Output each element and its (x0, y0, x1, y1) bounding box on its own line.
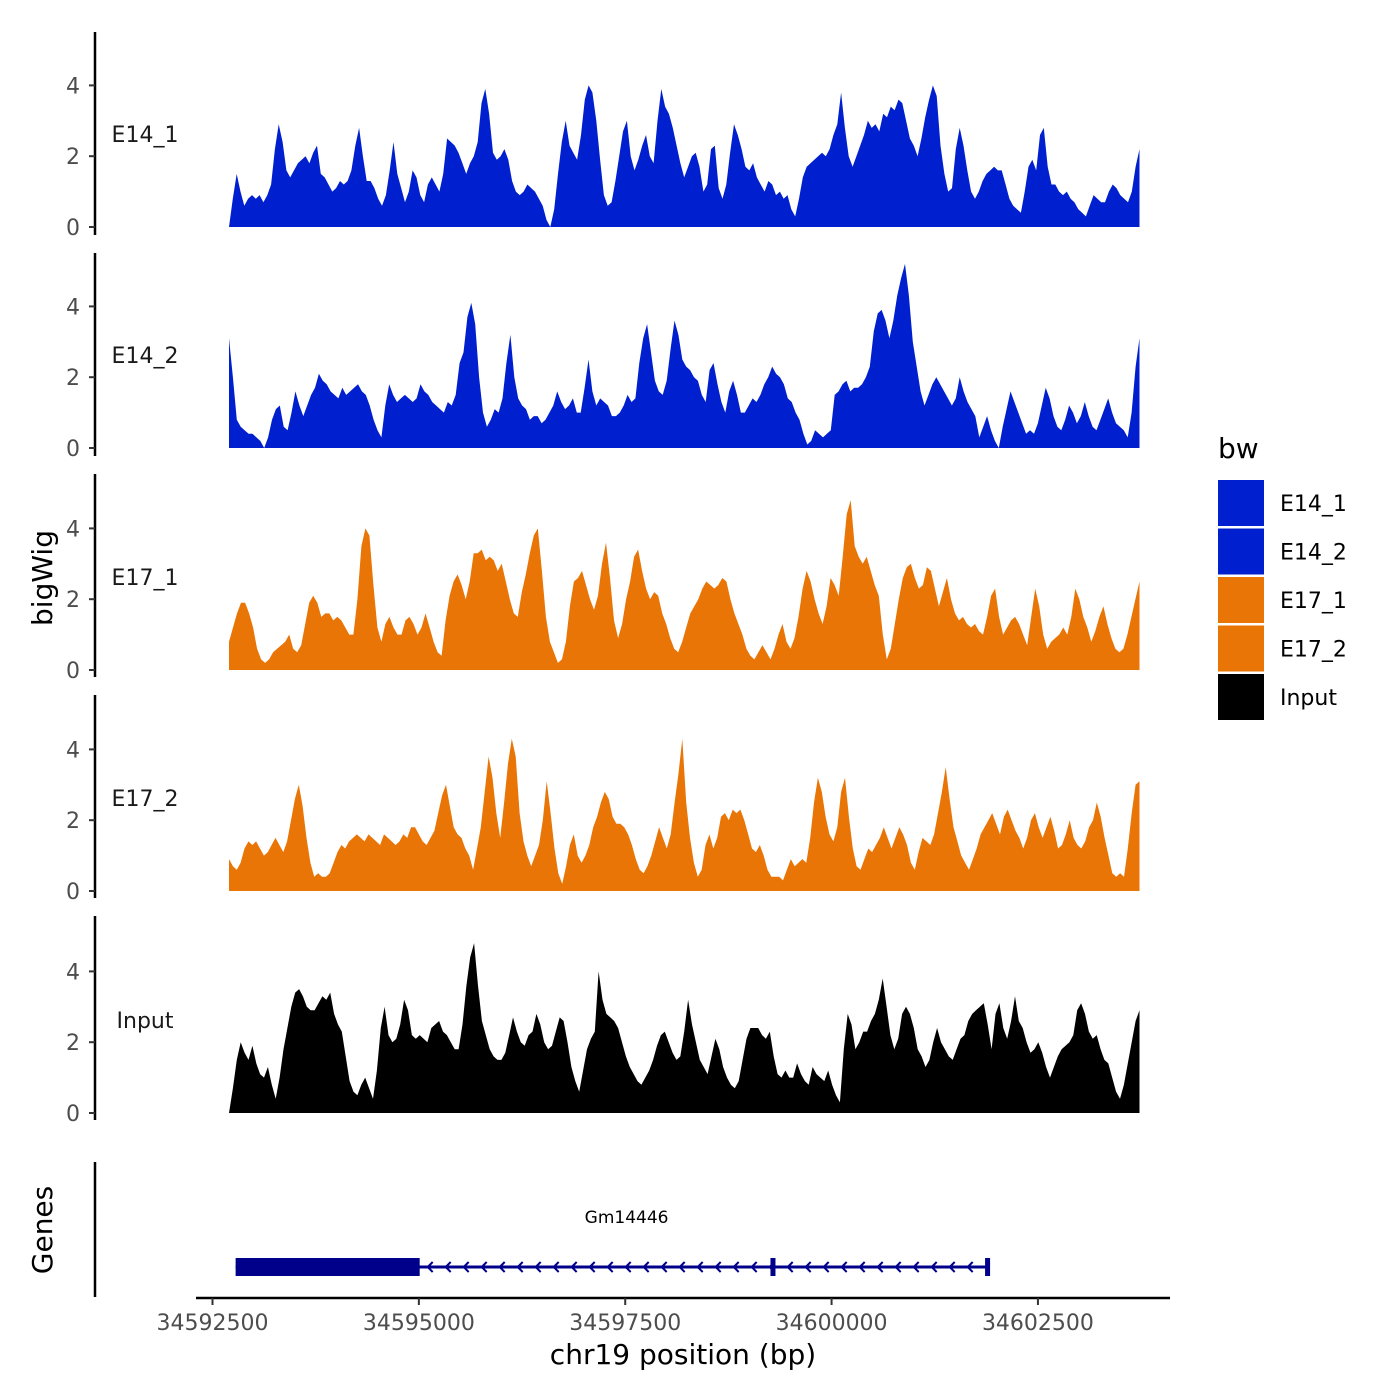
legend-title: bw (1218, 432, 1259, 465)
y-axis-title: bigWig (26, 530, 59, 626)
gene-panel: Genes Gm14446 (26, 1162, 991, 1297)
genes-axis-title: Genes (26, 1186, 59, 1274)
y-tick-label: 0 (66, 659, 80, 684)
strand-arrow-icon (786, 1261, 794, 1273)
area-series-input (229, 943, 1140, 1113)
strand-arrow-icon (948, 1261, 956, 1273)
strand-arrow-icon (732, 1261, 740, 1273)
strand-arrow-icon (462, 1261, 470, 1273)
strand-arrow-icon (876, 1261, 884, 1273)
legend-label: E17_1 (1280, 589, 1347, 614)
legend-swatch (1218, 674, 1264, 720)
x-tick-label: 34602500 (982, 1311, 1094, 1336)
strand-arrow-icon (588, 1261, 596, 1273)
strand-arrow-icon (696, 1261, 704, 1273)
strand-arrow-icon (570, 1261, 578, 1273)
tracks: 0 2 4 E14_1 0 2 4 E14_2 0 2 4 E17_1 0 2 4 E17_2 0 2 4 Input (66, 32, 1140, 1127)
strand-arrow-icon (768, 1261, 776, 1273)
track-label-e14-2: E14_2 (112, 344, 179, 369)
y-tick-label: 0 (66, 437, 80, 462)
y-tick-label: 0 (66, 1102, 80, 1127)
y-tick-label: 2 (66, 588, 80, 613)
legend-label: E14_2 (1280, 541, 1347, 566)
strand-arrow-icon (678, 1261, 686, 1273)
strand-arrow-icon (426, 1261, 434, 1273)
legend-items: E14_1 E14_2 E17_1 E17_2 Input (1218, 480, 1347, 720)
legend: bw E14_1 E14_2 E17_1 E17_2 Input (1218, 432, 1347, 720)
track-input: 0 2 4 Input (66, 916, 1140, 1127)
legend-item-e14-2: E14_2 (1218, 528, 1347, 575)
y-tick-label: 4 (66, 960, 80, 985)
track-e14-2: 0 2 4 E14_2 (66, 253, 1140, 462)
strand-arrow-icon (750, 1261, 758, 1273)
strand-arrow-icon (606, 1261, 614, 1273)
y-tick-label: 4 (66, 295, 80, 320)
y-tick-label: 4 (66, 74, 80, 99)
legend-swatch (1218, 577, 1264, 623)
strand-arrow-icon (552, 1261, 560, 1273)
track-label-input: Input (117, 1009, 174, 1034)
legend-item-e14-1: E14_1 (1218, 480, 1347, 526)
track-label-e17-2: E17_2 (112, 787, 179, 812)
y-tick-label: 2 (66, 809, 80, 834)
legend-label: E14_1 (1280, 492, 1347, 517)
y-tick-label: 4 (66, 738, 80, 763)
strand-arrow-icon (642, 1261, 650, 1273)
track-label-e14-1: E14_1 (112, 123, 179, 148)
x-ticks: 34592500 34595000 34597500 34600000 34602500 (157, 1298, 1094, 1336)
x-axis-title: chr19 position (bp) (550, 1338, 816, 1371)
y-tick-label: 0 (66, 216, 80, 241)
legend-item-input: Input (1218, 674, 1337, 720)
gene-exon-mark (985, 1258, 991, 1276)
strand-arrow-icon (534, 1261, 542, 1273)
y-tick-label: 2 (66, 145, 80, 170)
y-tick-label: 0 (66, 880, 80, 905)
strand-arrow-icon (822, 1261, 830, 1273)
strand-arrow-icon (804, 1261, 812, 1273)
strand-arrow-icon (714, 1261, 722, 1273)
strand-arrow-icon (444, 1261, 452, 1273)
track-label-e17-1: E17_1 (112, 566, 179, 591)
strand-arrow-icon (912, 1261, 920, 1273)
gene-model: Gm14446 (235, 1208, 991, 1276)
x-tick-label: 34600000 (776, 1311, 888, 1336)
strand-arrow-icon (966, 1261, 974, 1273)
area-series-e14-2 (229, 263, 1140, 448)
gene-exon-mark (770, 1258, 776, 1276)
legend-swatch (1218, 625, 1264, 672)
strand-arrow-icon (516, 1261, 524, 1273)
strand-arrow-icon (894, 1261, 902, 1273)
legend-item-e17-2: E17_2 (1218, 625, 1347, 672)
legend-item-e17-1: E17_1 (1218, 577, 1347, 623)
area-series-e14-1 (229, 85, 1140, 228)
gene-exon-block (235, 1258, 420, 1276)
legend-swatch (1218, 528, 1264, 575)
strand-arrow-icon (858, 1261, 866, 1273)
strand-arrow-icon (498, 1261, 506, 1273)
strand-arrow-icon (840, 1261, 848, 1273)
y-tick-label: 2 (66, 1031, 80, 1056)
strand-arrow-icon (624, 1261, 632, 1273)
x-tick-label: 34597500 (569, 1311, 681, 1336)
strand-arrow-icon (930, 1261, 938, 1273)
track-e17-1: 0 2 4 E17_1 (66, 474, 1140, 684)
area-series-e17-1 (229, 500, 1140, 670)
legend-swatch (1218, 480, 1264, 526)
area-series-e17-2 (229, 738, 1140, 891)
x-tick-label: 34595000 (363, 1311, 475, 1336)
y-tick-label: 2 (66, 366, 80, 391)
track-e17-2: 0 2 4 E17_2 (66, 695, 1140, 905)
legend-label: Input (1280, 686, 1337, 711)
legend-label: E17_2 (1280, 638, 1347, 663)
y-tick-label: 4 (66, 517, 80, 542)
x-tick-label: 34592500 (157, 1311, 269, 1336)
strand-arrow-icon (660, 1261, 668, 1273)
x-axis: 34592500 34595000 34597500 34600000 34602500… (157, 1296, 1170, 1371)
gene-label: Gm14446 (585, 1208, 669, 1228)
strand-arrow-icon (480, 1261, 488, 1273)
track-e14-1: 0 2 4 E14_1 (66, 32, 1140, 241)
